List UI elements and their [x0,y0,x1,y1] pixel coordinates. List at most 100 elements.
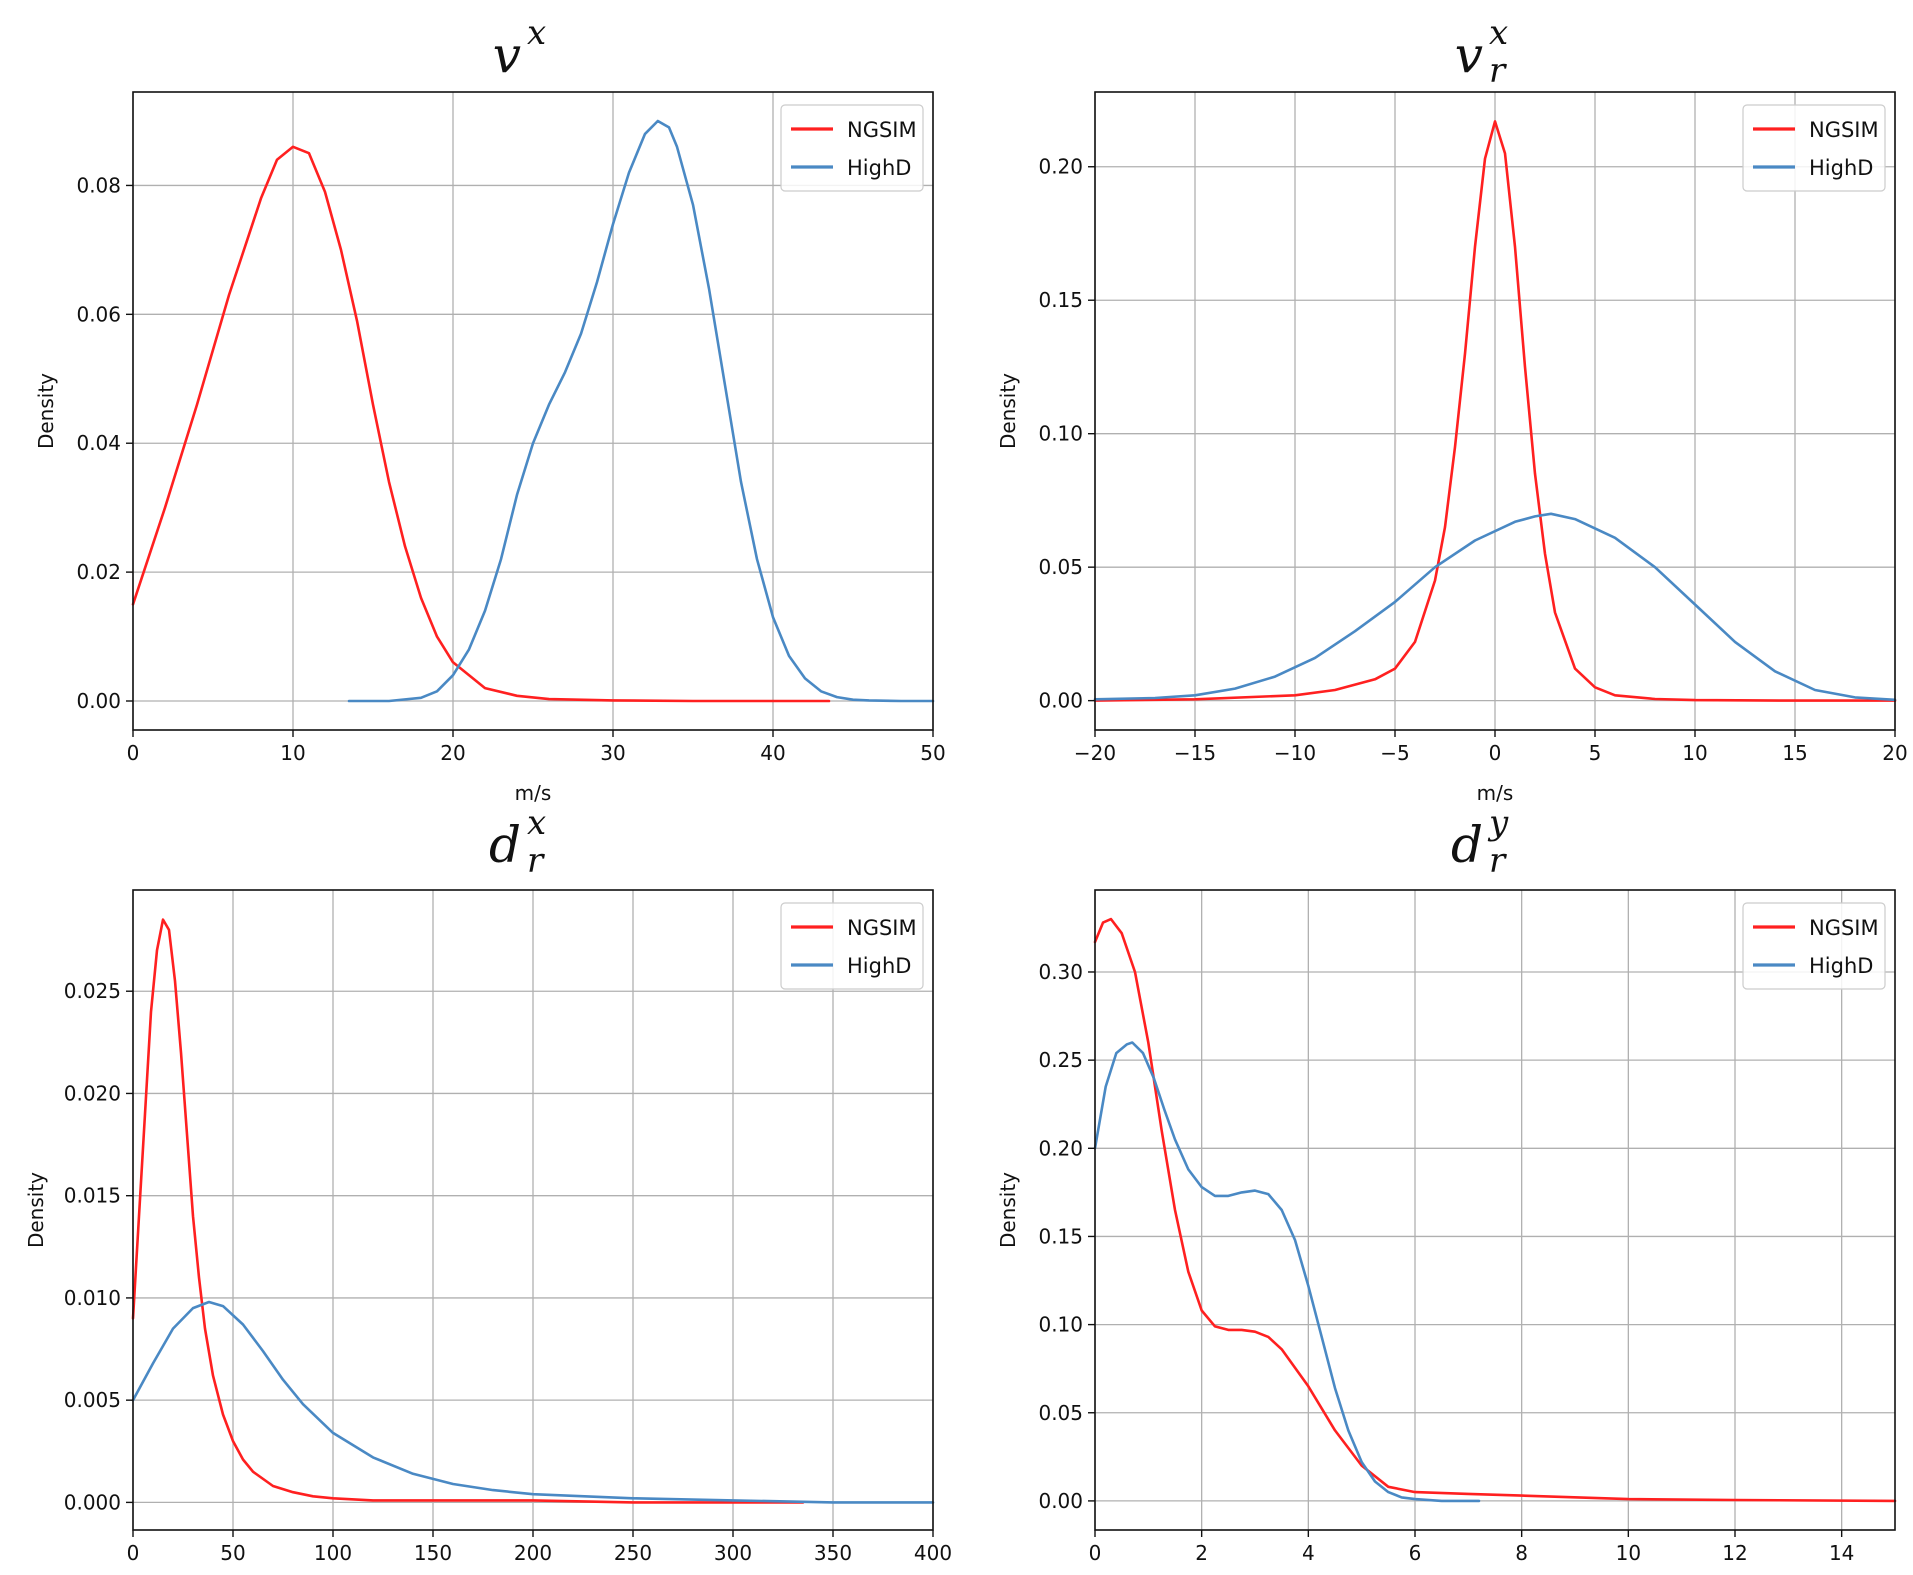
x-tick-label: 0 [127,741,140,765]
x-tick-label: −20 [1074,741,1116,765]
x-tick-label: 0 [1489,741,1502,765]
legend: NGSIM HighD [1742,902,1886,990]
legend-label: HighD [847,954,911,978]
y-tick-label: 0.04 [76,431,121,455]
x-tick-label: 50 [920,741,945,765]
legend: NGSIM HighD [1742,104,1886,192]
y-tick-label: 0.15 [1038,288,1083,312]
x-tick-label: 12 [1722,1541,1747,1565]
x-tick-label: 100 [314,1541,352,1565]
y-tick-label: 0.015 [64,1184,121,1208]
y-tick-label: 0.25 [1038,1048,1083,1072]
y-tick-label: 0.10 [1038,422,1083,446]
x-axis-label: m/s [1477,781,1514,805]
y-tick-label: 0.06 [76,302,121,326]
y-tick-label: 0.15 [1038,1224,1083,1248]
x-tick-label: 20 [440,741,465,765]
chart-title-base: v [493,26,521,84]
x-tick-label: 15 [1782,741,1807,765]
x-tick-label: 10 [280,741,305,765]
series-line-ngsim [131,145,831,703]
legend-label: NGSIM [1809,916,1879,940]
legend-box [780,104,924,192]
x-tick-label: 10 [1682,741,1707,765]
chart-title-superscript: x [1489,13,1508,53]
x-tick-label: 20 [1882,741,1907,765]
chart-panel-2: −20 −15 −10 −5 0 5 10 15 20 0.00 0.05 0.10 0.15 0.20 D… [996,13,1908,805]
y-tick-label: 0.20 [1038,1136,1083,1160]
series-line-ngsim [1093,120,1897,702]
chart-title-superscript: x [527,13,546,53]
y-tick-label: 0.05 [1038,555,1083,579]
y-axis-label: Density [996,1172,1020,1248]
chart-title-superscript: y [1487,803,1509,843]
x-tick-label: 40 [760,741,785,765]
chart-panel-1: 0 10 20 30 40 50 0.00 0.02 0.04 0.06 0.08 Density m/… [34,13,946,805]
chart-title-subscript: r [1489,51,1507,91]
x-tick-label: 150 [414,1541,452,1565]
x-tick-label: 350 [814,1541,852,1565]
x-tick-label: 5 [1589,741,1602,765]
x-tick-label: 10 [1616,1541,1641,1565]
series-line-highd [1093,1041,1481,1503]
series-line-highd [131,1300,935,1504]
x-tick-label: 4 [1302,1541,1315,1565]
y-tick-label: 0.02 [76,560,121,584]
y-tick-label: 0.08 [76,173,121,197]
legend-label: NGSIM [847,916,917,940]
chart-title-base: v [1455,26,1483,84]
x-tick-label: 250 [614,1541,652,1565]
legend-label: NGSIM [1809,118,1879,142]
x-tick-label: 8 [1515,1541,1528,1565]
y-tick-label: 0.30 [1038,960,1083,984]
x-tick-label: 0 [1089,1541,1102,1565]
y-tick-label: 0.00 [76,689,121,713]
x-tick-label: 400 [914,1541,952,1565]
y-tick-label: 0.00 [1038,689,1083,713]
y-tick-label: 0.000 [64,1490,121,1514]
y-tick-label: 0.10 [1038,1313,1083,1337]
legend-box [1742,902,1886,990]
series-line-ngsim [1093,917,1897,1503]
legend-label: HighD [1809,954,1873,978]
chart-panel-3: 0 50 100 150 200 250 300 350 400 0.000 0.005 0.010 0… [24,803,952,1565]
legend-label: HighD [847,156,911,180]
y-tick-label: 0.020 [64,1081,121,1105]
legend-label: HighD [1809,156,1873,180]
y-tick-label: 0.05 [1038,1401,1083,1425]
x-tick-label: −5 [1380,741,1409,765]
x-tick-label: −10 [1274,741,1316,765]
y-tick-label: 0.025 [64,979,121,1003]
x-tick-label: 30 [600,741,625,765]
x-tick-label: 14 [1829,1541,1854,1565]
y-axis-label: Density [24,1172,48,1248]
x-tick-label: 300 [714,1541,752,1565]
legend: NGSIM HighD [780,104,924,192]
legend-box [1742,104,1886,192]
legend-box [780,902,924,990]
legend-label: NGSIM [847,118,917,142]
chart-title-subscript: r [1489,841,1507,881]
y-tick-label: 0.00 [1038,1489,1083,1513]
plot-frame [132,91,934,731]
y-tick-label: 0.20 [1038,155,1083,179]
chart-title-base: d [489,816,521,874]
x-tick-label: −15 [1174,741,1216,765]
legend: NGSIM HighD [780,902,924,990]
chart-title-subscript: r [527,841,545,881]
x-tick-label: 6 [1409,1541,1422,1565]
series-line-ngsim [131,918,805,1504]
x-axis-label: m/s [515,781,552,805]
y-tick-label: 0.010 [64,1286,121,1310]
chart-panel-4: 0 2 4 6 8 10 12 14 0.00 0.05 0.10 0.15 0.20 0.25 0.30 D… [996,803,1897,1565]
y-axis-label: Density [996,373,1020,449]
x-tick-label: 2 [1195,1541,1208,1565]
x-tick-label: 200 [514,1541,552,1565]
plot-frame [1094,889,1896,1531]
chart-title-base: d [1451,816,1483,874]
y-tick-label: 0.005 [64,1388,121,1412]
y-axis-label: Density [34,373,58,449]
series-line-highd [347,119,935,703]
series-line-highd [1093,512,1897,702]
